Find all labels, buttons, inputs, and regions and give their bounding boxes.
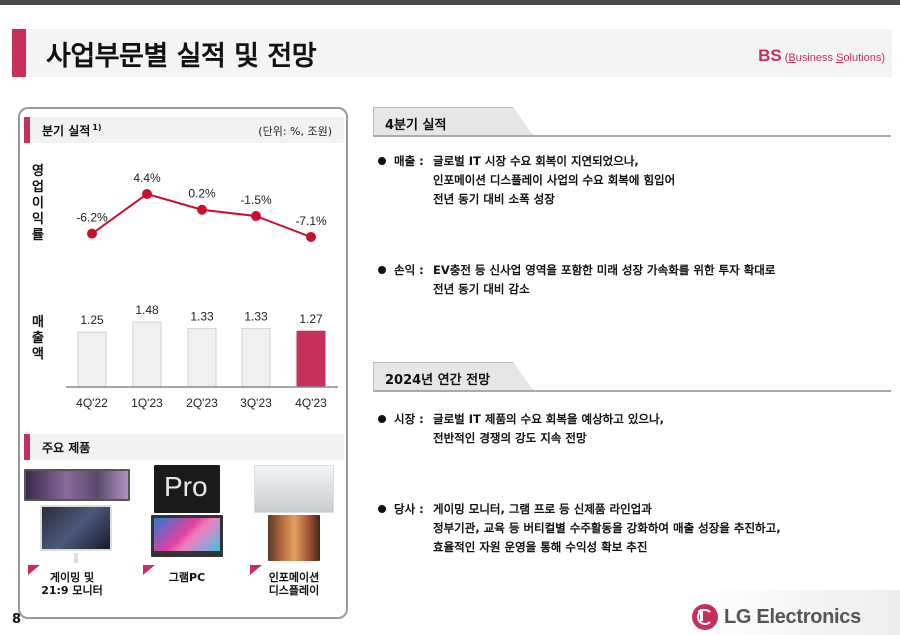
bar-value-label: 1.27 (299, 312, 323, 326)
ultragear-monitor-image (24, 469, 130, 501)
bar-value-label: 1.33 (190, 310, 214, 324)
monitor-stand (74, 553, 78, 563)
division-abbr: BS (758, 46, 782, 65)
data-point (251, 211, 261, 222)
title-accent-bar (12, 29, 26, 77)
product-caption: 그램PC (168, 571, 206, 584)
division-label: BS (Business Solutions) (758, 46, 885, 66)
quarterly-title: 분기 실적 1) (42, 123, 102, 138)
data-label: -6.2% (76, 211, 108, 225)
bar (77, 331, 107, 388)
menu-board-image (268, 515, 320, 561)
footer-gradient (700, 590, 900, 635)
item-text: 글로벌 IT 시장 수요 회복이 지연되었으나, 인포메이션 디스플레이 사업의… (433, 154, 676, 206)
logo-text: LG Electronics (724, 605, 861, 628)
op-margin-axis-label: 영 업 이 익 률 (32, 164, 44, 243)
bullet-icon (378, 505, 386, 513)
data-point (142, 189, 152, 199)
unit-label: (단위: %, 조원) (258, 125, 332, 138)
outlook-header: 2024년 연간 전망 (373, 362, 891, 394)
products-grid: 게이밍 및 21:9 모니터 Pro 그램PC 인포메이션 디스플레이 (22, 465, 348, 615)
caption-marker-icon (143, 565, 155, 575)
product-info-display: 인포메이션 디스플레이 (244, 465, 344, 615)
data-point (306, 232, 316, 242)
page-number: 8 (12, 612, 22, 627)
top-bar (0, 0, 900, 5)
data-label: 0.2% (188, 187, 216, 201)
caption-marker-icon (28, 565, 40, 575)
bar (241, 328, 271, 388)
gram-pro-image: Pro (154, 465, 220, 513)
op-margin-line-chart: -6.2% 4.4% 0.2% -1.5% -7.1% (76, 171, 327, 242)
x-tick-label: 4Q'23 (295, 396, 327, 410)
lg-logo: LG Electronics (692, 604, 861, 630)
bullet-icon (378, 157, 386, 165)
section-tab (373, 362, 533, 390)
bar-value-label: 1.48 (135, 303, 159, 317)
item-key: 시장 : (394, 412, 424, 426)
q4-results-header: 4분기 실적 (373, 107, 891, 139)
outlook-title: 2024년 연간 전망 (385, 373, 491, 388)
product-gram-pc: Pro 그램PC (137, 465, 237, 615)
quarterly-chart: -6.2% 4.4% 0.2% -1.5% -7.1% 1.25 4Q'22 1.48 1Q'… (66, 171, 338, 410)
x-tick-label: 2Q'23 (186, 396, 218, 410)
item-key: 당사 : (394, 502, 424, 516)
ultrawide-monitor-image (40, 505, 112, 551)
page-title: 사업부문별 실적 및 전망 (46, 41, 317, 72)
product-caption: 인포메이션 디스플레이 (268, 571, 320, 597)
item-text: 게이밍 모니터, 그램 프로 등 신제품 라인업과 정부기관, 교육 등 버티컬… (433, 502, 781, 554)
data-point (197, 204, 207, 215)
caption-marker-icon (250, 565, 262, 575)
bar-value-label: 1.25 (80, 313, 104, 327)
data-label: 4.4% (133, 171, 161, 185)
data-label: -7.1% (295, 214, 327, 228)
quarterly-header: 분기 실적 1) (단위: %, 조원) (24, 117, 344, 143)
transparent-display-image (254, 465, 334, 513)
item-key: 손익 : (394, 263, 424, 277)
section-divider (373, 135, 891, 137)
section-accent-bar (24, 117, 30, 143)
quarterly-results-panel: 분기 실적 1) (단위: %, 조원) 영 업 이 익 률 매 출 액 -6.2… (18, 107, 348, 619)
data-point (87, 228, 97, 239)
lg-face-icon (692, 604, 718, 630)
x-tick-label: 1Q'23 (131, 396, 163, 410)
bar (296, 330, 326, 388)
bar (132, 321, 162, 388)
bullet-icon (378, 266, 386, 274)
bar (187, 328, 217, 388)
sales-axis-label: 매 출 액 (32, 315, 44, 362)
products-title: 주요 제품 (42, 441, 91, 455)
x-tick-label: 4Q'22 (76, 396, 108, 410)
bar-value-label: 1.33 (244, 310, 268, 324)
title-band (12, 29, 892, 77)
bullet-icon (378, 415, 386, 423)
products-header: 주요 제품 (24, 434, 344, 460)
item-key: 매출 : (394, 154, 424, 168)
product-gaming-monitor: 게이밍 및 21:9 모니터 (22, 465, 130, 615)
item-text: 글로벌 IT 제품의 수요 회복을 예상하고 있으나, 전반적인 경쟁의 강도 … (433, 412, 664, 445)
x-tick-label: 3Q'23 (240, 396, 272, 410)
q4-results-title: 4분기 실적 (385, 118, 447, 133)
section-accent-bar (24, 434, 30, 460)
sales-bar-chart: 1.25 4Q'22 1.48 1Q'23 1.33 2Q'23 1.33 3Q'23 1.27… (66, 303, 338, 410)
product-caption: 게이밍 및 21:9 모니터 (41, 571, 103, 597)
division-full: (Business Solutions) (784, 52, 885, 64)
section-divider (373, 390, 891, 392)
gram-laptop-image (151, 515, 223, 557)
item-text: EV충전 등 신사업 영역을 포함한 미래 성장 가속화를 위한 투자 확대로 … (433, 263, 776, 296)
data-label: -1.5% (240, 193, 272, 207)
